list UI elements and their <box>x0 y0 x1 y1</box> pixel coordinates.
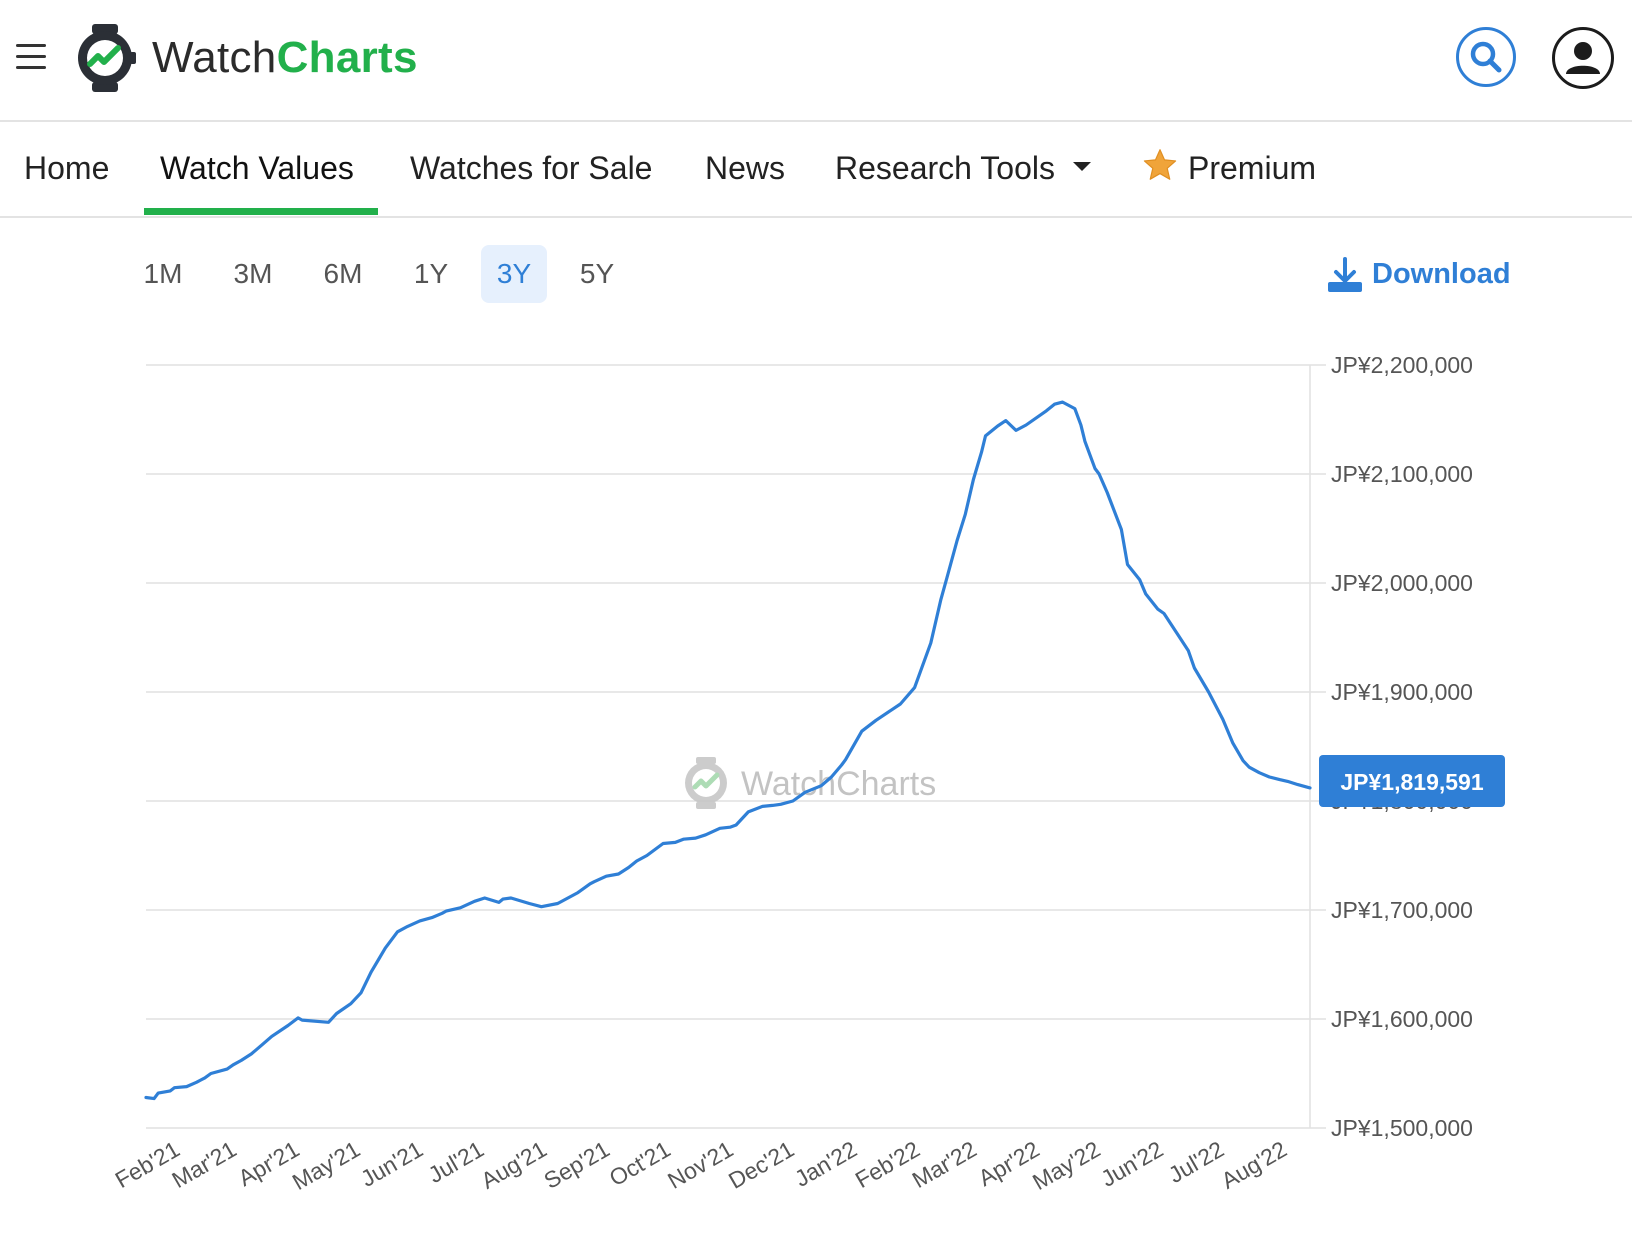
brand-part-watch: Watch <box>152 33 277 82</box>
range-tab-5y[interactable]: 5Y <box>579 258 615 289</box>
range-tab-3y[interactable]: 3Y <box>481 245 547 303</box>
x-axis: Feb'21Mar'21Apr'21May'21Jun'21Jul'21Aug'… <box>111 1136 1292 1195</box>
range-tab-1y[interactable]: 1Y <box>413 258 449 289</box>
nav-research-tools[interactable]: Research Tools <box>835 148 1091 188</box>
menu-icon[interactable] <box>14 42 48 72</box>
nav-research-tools-label: Research Tools <box>835 150 1055 186</box>
nav-news[interactable]: News <box>705 150 786 186</box>
x-tick-label: Jan'22 <box>790 1136 861 1192</box>
range-tab-6m[interactable]: 6M <box>323 258 363 289</box>
x-tick-label: Oct'21 <box>605 1136 675 1191</box>
y-tick-label: JP¥2,000,000 <box>1331 570 1473 596</box>
range-tab-1m[interactable]: 1M <box>143 258 183 289</box>
download-icon <box>1328 257 1362 292</box>
watch-logo-icon[interactable] <box>74 24 136 92</box>
x-tick-label: May'21 <box>288 1136 365 1195</box>
nav-watch-values[interactable]: Watch Values <box>160 150 354 186</box>
watermark-logo-icon <box>685 757 727 809</box>
x-tick-label: Mar'21 <box>167 1136 240 1193</box>
x-tick-label: Nov'21 <box>663 1136 737 1194</box>
x-tick-label: Feb'21 <box>111 1136 184 1193</box>
last-value-label: JP¥1,819,591 <box>1340 769 1483 795</box>
x-tick-label: Jul'21 <box>424 1136 488 1188</box>
x-tick-label: Aug'22 <box>1217 1136 1291 1194</box>
y-tick-label: JP¥1,900,000 <box>1331 679 1473 705</box>
x-tick-label: Dec'21 <box>724 1136 798 1194</box>
series-line[interactable] <box>144 400 1312 1101</box>
user-icon <box>1566 42 1600 74</box>
y-axis: JP¥1,500,000 JP¥1,600,000 JP¥1,700,000 JP¥1… <box>1331 352 1473 1141</box>
star-icon <box>1143 149 1177 180</box>
nav-watches-for-sale[interactable]: Watches for Sale <box>410 150 653 186</box>
search-button[interactable] <box>1456 27 1516 87</box>
x-tick-label: Feb'22 <box>851 1136 924 1193</box>
brand-part-charts: Charts <box>276 33 418 82</box>
y-tick-label: JP¥1,500,000 <box>1331 1115 1473 1141</box>
x-tick-label: Jun'21 <box>356 1136 427 1192</box>
nav-premium[interactable]: Premium <box>1188 150 1317 186</box>
watermark: WatchCharts <box>685 757 936 809</box>
search-icon <box>1470 41 1502 73</box>
x-tick-label: Aug'21 <box>477 1136 551 1194</box>
active-nav-indicator <box>144 208 378 215</box>
account-button[interactable] <box>1552 27 1614 89</box>
watermark-text: WatchCharts <box>741 765 936 803</box>
x-tick-label: Jun'22 <box>1096 1136 1167 1192</box>
x-tick-label: May'22 <box>1028 1136 1105 1195</box>
nav-home[interactable]: Home <box>24 150 110 186</box>
price-chart: JP¥1,500,000 JP¥1,600,000 JP¥1,700,000 JP¥1… <box>111 352 1505 1195</box>
last-value-badge: JP¥1,819,591 <box>1319 755 1505 807</box>
y-tick-label: JP¥2,100,000 <box>1331 461 1473 487</box>
main-nav: Home Watch Values Watches for Sale News … <box>0 122 1632 218</box>
brand-name[interactable]: WatchCharts <box>152 30 418 86</box>
x-tick-label: Mar'22 <box>908 1136 981 1193</box>
y-tick-label: JP¥2,200,000 <box>1331 352 1473 378</box>
y-tick-label: JP¥1,700,000 <box>1331 897 1473 923</box>
download-label: Download <box>1372 258 1511 290</box>
chart-gridlines <box>146 364 1326 1129</box>
x-tick-label: Jul'22 <box>1164 1136 1228 1188</box>
site-header: WatchCharts <box>0 0 1632 122</box>
y-tick-label: JP¥1,600,000 <box>1331 1006 1473 1032</box>
chevron-down-icon <box>1072 162 1091 172</box>
x-tick-label: Sep'21 <box>539 1136 613 1194</box>
range-tab-3m[interactable]: 3M <box>233 258 273 289</box>
last-value-badge-bg <box>1319 755 1505 807</box>
